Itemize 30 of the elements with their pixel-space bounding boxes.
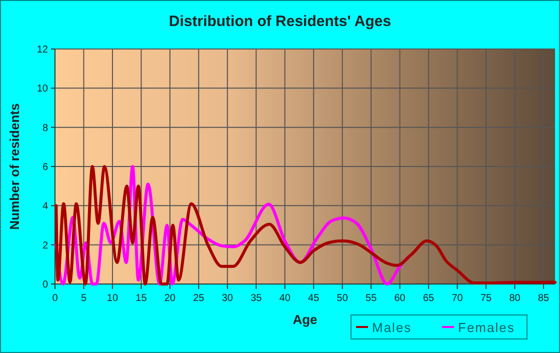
x-tick-label: 5	[80, 293, 87, 304]
legend-label: Males	[372, 320, 412, 335]
x-tick-label: 30	[222, 293, 234, 304]
x-tick-label: 55	[366, 293, 378, 304]
y-tick-label: 0	[42, 280, 48, 290]
x-tick-label: 65	[423, 293, 435, 304]
x-tick-label: 20	[164, 293, 176, 304]
x-tick-label: 45	[308, 293, 320, 304]
y-axis-title: Number of residents	[7, 103, 22, 230]
y-tick-label: 12	[36, 44, 48, 56]
legend-label: Females	[458, 320, 515, 335]
x-tick-label: 40	[279, 293, 291, 304]
x-tick-label: 50	[336, 293, 348, 304]
x-tick-label: 80	[509, 293, 521, 304]
y-tick-label: 6	[42, 162, 48, 173]
y-tick-label: 10	[36, 84, 48, 95]
x-tick-label: 60	[394, 293, 406, 304]
x-tick-label: 70	[452, 293, 464, 304]
x-tick-label: 0	[52, 293, 58, 304]
x-tick-label: 25	[193, 293, 205, 304]
x-tick-label: 10	[106, 293, 118, 304]
chart-title: Distribution of Residents' Ages	[168, 13, 392, 30]
x-tick-label: 35	[250, 293, 262, 304]
x-tick-label: 15	[136, 293, 148, 304]
x-tick-label: 85	[538, 293, 550, 304]
y-tick-label: 4	[42, 201, 48, 212]
x-axis-title: Age	[292, 312, 318, 327]
y-tick-label: 8	[42, 122, 48, 134]
y-tick-label: 2	[42, 240, 48, 252]
x-tick-label: 75	[480, 293, 492, 304]
